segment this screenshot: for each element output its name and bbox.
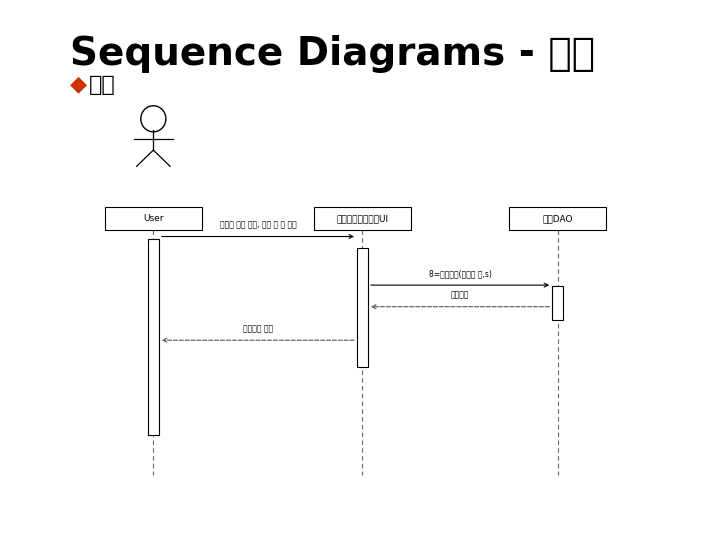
Text: 8=존재의룰(주문번 호,s): 8=존재의룰(주문번 호,s) [428, 269, 492, 278]
Text: ◆: ◆ [70, 75, 87, 94]
Bar [357, 248, 368, 367]
Text: User: User [143, 214, 163, 223]
Text: 관리조회주문조회UI: 관리조회주문조회UI [336, 214, 389, 223]
Bar [552, 286, 563, 320]
Text: 배송: 배송 [89, 75, 116, 94]
Bar [104, 207, 202, 230]
Text: Sequence Diagrams - 계속: Sequence Diagrams - 계속 [70, 35, 595, 73]
Bar [509, 207, 606, 230]
Bar [314, 207, 411, 230]
Bar [148, 239, 159, 435]
Text: 배송결과 출력: 배송결과 출력 [243, 324, 273, 333]
Text: 주문DAO: 주문DAO [542, 214, 573, 223]
Text: 성공거부: 성공거부 [451, 291, 469, 300]
Text: 배송결 돌통 선택, 배송 버 드 클릭: 배송결 돌통 선택, 배송 버 드 클릭 [220, 220, 297, 230]
